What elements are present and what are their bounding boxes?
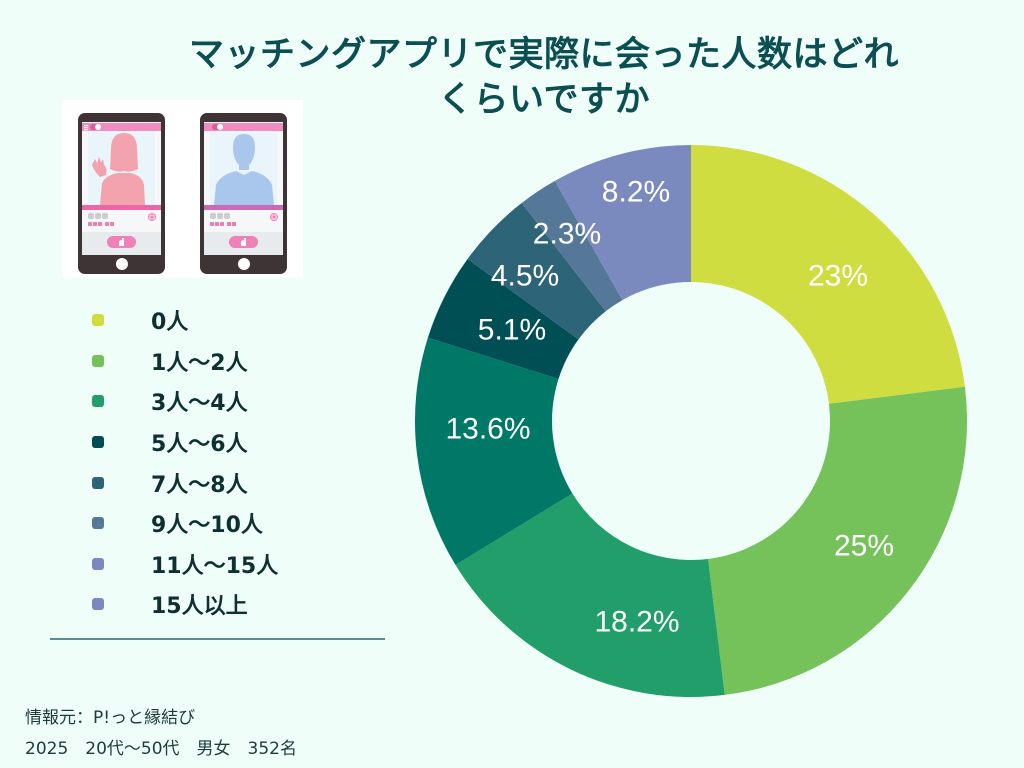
legend-label: 5人〜6人 [151,432,248,458]
phone-woman-profile-icon [78,113,165,274]
legend-item-5: 9人〜10人 [92,503,263,544]
legend-label: 11人〜15人 [151,553,279,579]
donut-segment-3 [414,337,573,565]
legend-swatch [92,314,104,327]
legend-item-1: 1人〜2人 [92,341,248,382]
segment-value-label: 23% [808,260,868,293]
legend-item-0: 0人 [92,300,188,341]
legend-item-7: 15人以上 [92,584,248,625]
donut-segment-7 [554,145,691,301]
segment-value-label: 2.3% [533,218,601,251]
legend-swatch [92,557,104,570]
legend-label: 0人 [151,310,189,336]
segment-value-label: 13.6% [445,413,530,446]
donut-segment-5 [467,203,606,340]
chart-title-line-2: くらいですか [438,80,650,120]
legend-swatch [92,354,104,367]
legend-swatch [92,476,104,489]
legend-label: 7人〜8人 [151,472,248,498]
divider [50,638,385,640]
donut-segments [414,145,967,698]
legend-swatch [92,598,104,611]
legend-item-3: 5人〜6人 [92,422,248,463]
legend-label: 1人〜2人 [151,350,248,376]
segment-value-label: 4.5% [491,260,559,293]
legend-label: 15人以上 [151,594,248,620]
survey-details: 2025 20代〜50代 男女 352名 [25,739,297,759]
segment-value-label: 5.1% [478,314,546,347]
legend-item-6: 11人〜15人 [92,544,278,585]
legend-swatch [92,436,104,449]
source-credit: 情報元：P!っと縁結び [25,708,196,728]
donut-segment-4 [427,258,579,380]
legend-label: 3人〜4人 [151,391,248,417]
phone-man-profile-icon [200,113,287,274]
donut-segment-6 [521,180,623,312]
donut-labels: 23% 25% 18.2% 13.6% 5.1% 4.5% 2.3%8.2% [445,176,894,639]
legend-swatch [92,517,104,530]
donut-segment-1 [708,386,967,695]
legend-label: 9人〜10人 [151,513,263,539]
segment-value-label: 18.2% [594,606,679,639]
segment-value-label: 25% [834,530,894,563]
donut-segment-0 [691,145,965,404]
donut-segment-2 [455,493,725,698]
legend-item-4: 7人〜8人 [92,462,248,503]
segment-value-label: 8.2% [602,176,670,209]
legend-item-2: 3人〜4人 [92,381,248,422]
legend-swatch [92,395,104,408]
phone-illustration [62,100,303,278]
chart-legend: 0人 1人〜2人 3人〜4人 5人〜6人 7人〜8人 9人〜10人 11人〜15… [92,300,278,625]
chart-title-line-1: マッチングアプリで実際に会った人数はどれ [188,35,899,75]
